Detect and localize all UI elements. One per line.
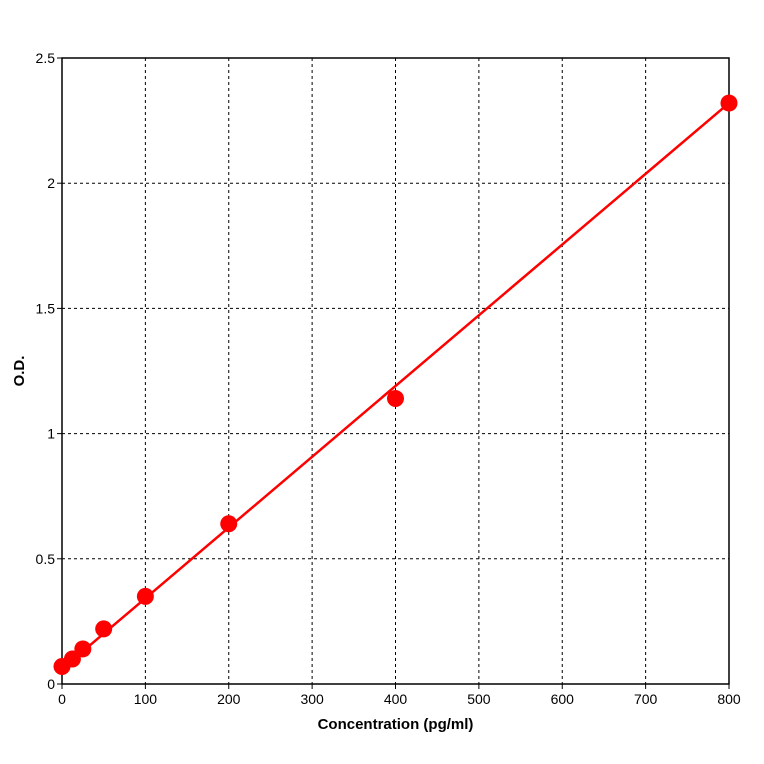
fit-line-layer [61, 102, 730, 670]
x-tick-label: 300 [300, 691, 324, 707]
grid-lines [62, 58, 729, 684]
data-point [220, 515, 238, 533]
x-tick-label: 400 [384, 691, 408, 707]
data-point [720, 94, 738, 112]
x-tick-label: 200 [217, 691, 241, 707]
x-tick-label: 800 [717, 691, 741, 707]
y-axis-label: O.D. [11, 356, 28, 387]
data-points [53, 94, 738, 675]
x-tick-label: 100 [134, 691, 158, 707]
y-tick-label: 1.5 [36, 300, 56, 316]
x-tick-label: 600 [551, 691, 575, 707]
y-tick-label: 1 [47, 426, 55, 442]
y-tick-label: 0.5 [36, 551, 56, 567]
fit-line [61, 102, 730, 670]
y-tick-label: 2.5 [36, 50, 56, 66]
data-point [74, 640, 92, 658]
y-axis-ticks: 0 0.5 1 1.5 2 2.5 [36, 50, 62, 692]
x-axis-ticks: 0 100 200 300 400 500 600 700 800 [58, 684, 741, 707]
data-point [136, 587, 154, 605]
data-point [387, 390, 404, 408]
x-tick-label: 500 [467, 691, 491, 707]
x-tick-label: 700 [634, 691, 658, 707]
x-tick-label: 0 [58, 691, 66, 707]
y-tick-label: 0 [47, 676, 55, 692]
x-axis-label: Concentration (pg/ml) [318, 716, 474, 733]
y-tick-label: 2 [47, 175, 55, 191]
data-point [95, 620, 113, 638]
